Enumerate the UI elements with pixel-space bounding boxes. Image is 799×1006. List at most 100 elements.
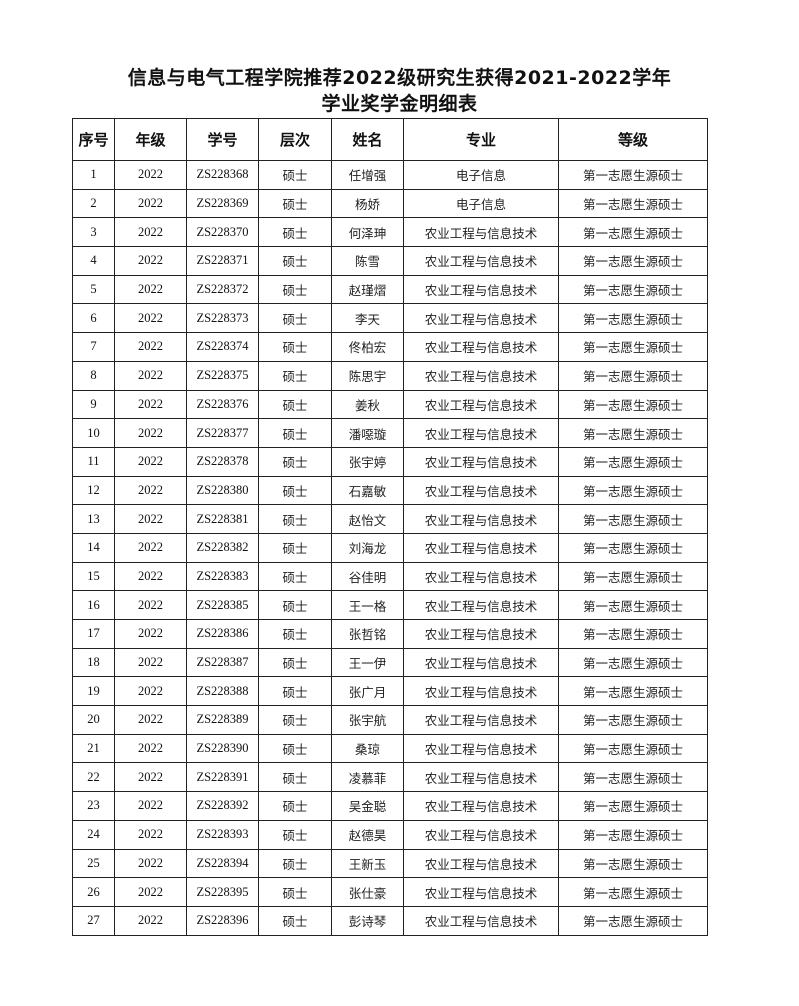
table-row: 12 2022 ZS228380 硕士 石嘉敏 农业工程与信息技术 第一志愿生源硕士 [72, 475, 708, 506]
cell-index: 16 [72, 590, 115, 620]
cell-rank: 第一志愿生源硕士 [558, 532, 708, 563]
table-row: 6 2022 ZS228373 硕士 李天 农业工程与信息技术 第一志愿生源硕士 [72, 303, 708, 334]
cell-index: 8 [72, 360, 115, 391]
cell-level: 硕士 [258, 733, 332, 764]
cell-major: 农业工程与信息技术 [403, 217, 559, 248]
cell-student-id: ZS228388 [186, 676, 259, 707]
table-row: 22 2022 ZS228391 硕士 凌慕菲 农业工程与信息技术 第一志愿生源硕士 [72, 762, 708, 793]
cell-rank: 第一志愿生源硕士 [558, 475, 708, 506]
cell-student-id: ZS228377 [186, 418, 259, 448]
cell-name: 吴金聪 [331, 791, 404, 821]
cell-major: 农业工程与信息技术 [403, 762, 559, 793]
cell-name: 何泽珅 [331, 217, 404, 248]
cell-grade: 2022 [114, 160, 187, 190]
cell-grade: 2022 [114, 619, 187, 649]
cell-rank: 第一志愿生源硕士 [558, 705, 708, 735]
cell-level: 硕士 [258, 475, 332, 506]
cell-major: 农业工程与信息技术 [403, 877, 559, 907]
cell-rank: 第一志愿生源硕士 [558, 905, 708, 936]
cell-level: 硕士 [258, 877, 332, 907]
cell-name: 谷佳明 [331, 561, 404, 592]
table-row: 21 2022 ZS228390 硕士 桑琼 农业工程与信息技术 第一志愿生源硕士 [72, 733, 708, 764]
cell-name: 刘海龙 [331, 532, 404, 563]
cell-major: 农业工程与信息技术 [403, 819, 559, 850]
cell-index: 27 [72, 905, 115, 936]
cell-grade: 2022 [114, 791, 187, 821]
cell-student-id: ZS228380 [186, 475, 259, 506]
cell-major: 农业工程与信息技术 [403, 332, 559, 362]
cell-major: 农业工程与信息技术 [403, 619, 559, 649]
cell-level: 硕士 [258, 332, 332, 362]
cell-student-id: ZS228375 [186, 360, 259, 391]
cell-index: 6 [72, 303, 115, 334]
cell-rank: 第一志愿生源硕士 [558, 274, 708, 305]
cell-student-id: ZS228376 [186, 389, 259, 420]
table-row: 2 2022 ZS228369 硕士 杨娇 电子信息 第一志愿生源硕士 [72, 188, 708, 219]
table-row: 19 2022 ZS228388 硕士 张广月 农业工程与信息技术 第一志愿生源硕士 [72, 676, 708, 707]
cell-level: 硕士 [258, 791, 332, 821]
table-row: 25 2022 ZS228394 硕士 王新玉 农业工程与信息技术 第一志愿生源硕士 [72, 848, 708, 879]
cell-index: 21 [72, 733, 115, 764]
table-row: 3 2022 ZS228370 硕士 何泽珅 农业工程与信息技术 第一志愿生源硕士 [72, 217, 708, 248]
cell-level: 硕士 [258, 619, 332, 649]
cell-major: 农业工程与信息技术 [403, 905, 559, 936]
cell-level: 硕士 [258, 705, 332, 735]
cell-index: 14 [72, 532, 115, 563]
cell-index: 10 [72, 418, 115, 448]
cell-level: 硕士 [258, 676, 332, 707]
cell-index: 7 [72, 332, 115, 362]
cell-level: 硕士 [258, 532, 332, 563]
cell-rank: 第一志愿生源硕士 [558, 733, 708, 764]
cell-index: 12 [72, 475, 115, 506]
table-row: 4 2022 ZS228371 硕士 陈雪 农业工程与信息技术 第一志愿生源硕士 [72, 246, 708, 276]
cell-student-id: ZS228370 [186, 217, 259, 248]
cell-rank: 第一志愿生源硕士 [558, 332, 708, 362]
header-index: 序号 [72, 118, 115, 161]
cell-name: 石嘉敏 [331, 475, 404, 506]
cell-name: 佟柏宏 [331, 332, 404, 362]
cell-major: 农业工程与信息技术 [403, 561, 559, 592]
cell-index: 23 [72, 791, 115, 821]
cell-index: 9 [72, 389, 115, 420]
cell-major: 农业工程与信息技术 [403, 705, 559, 735]
cell-rank: 第一志愿生源硕士 [558, 590, 708, 620]
table-row: 17 2022 ZS228386 硕士 张哲铭 农业工程与信息技术 第一志愿生源硕士 [72, 619, 708, 649]
cell-level: 硕士 [258, 848, 332, 879]
cell-grade: 2022 [114, 360, 187, 391]
cell-index: 25 [72, 848, 115, 879]
table-row: 7 2022 ZS228374 硕士 佟柏宏 农业工程与信息技术 第一志愿生源硕士 [72, 332, 708, 362]
cell-name: 赵怡文 [331, 504, 404, 534]
table-row: 11 2022 ZS228378 硕士 张宇婷 农业工程与信息技术 第一志愿生源硕士 [72, 446, 708, 477]
cell-name: 姜秋 [331, 389, 404, 420]
cell-name: 王新玉 [331, 848, 404, 879]
cell-name: 李天 [331, 303, 404, 334]
cell-major: 农业工程与信息技术 [403, 848, 559, 879]
cell-major: 农业工程与信息技术 [403, 274, 559, 305]
cell-name: 张宇婷 [331, 446, 404, 477]
cell-level: 硕士 [258, 274, 332, 305]
cell-student-id: ZS228389 [186, 705, 259, 735]
cell-level: 硕士 [258, 590, 332, 620]
cell-grade: 2022 [114, 475, 187, 506]
cell-rank: 第一志愿生源硕士 [558, 848, 708, 879]
cell-student-id: ZS228373 [186, 303, 259, 334]
cell-name: 杨娇 [331, 188, 404, 219]
cell-index: 2 [72, 188, 115, 219]
cell-grade: 2022 [114, 877, 187, 907]
cell-grade: 2022 [114, 389, 187, 420]
cell-name: 陈思宇 [331, 360, 404, 391]
cell-rank: 第一志愿生源硕士 [558, 188, 708, 219]
cell-rank: 第一志愿生源硕士 [558, 389, 708, 420]
cell-grade: 2022 [114, 733, 187, 764]
cell-rank: 第一志愿生源硕士 [558, 303, 708, 334]
cell-rank: 第一志愿生源硕士 [558, 877, 708, 907]
cell-index: 22 [72, 762, 115, 793]
cell-index: 24 [72, 819, 115, 850]
cell-rank: 第一志愿生源硕士 [558, 246, 708, 276]
document-subtitle: 学业奖学金明细表 [321, 93, 478, 115]
cell-student-id: ZS228368 [186, 160, 259, 190]
cell-name: 张仕豪 [331, 877, 404, 907]
header-grade: 年级 [114, 118, 187, 161]
cell-student-id: ZS228372 [186, 274, 259, 305]
cell-grade: 2022 [114, 303, 187, 334]
